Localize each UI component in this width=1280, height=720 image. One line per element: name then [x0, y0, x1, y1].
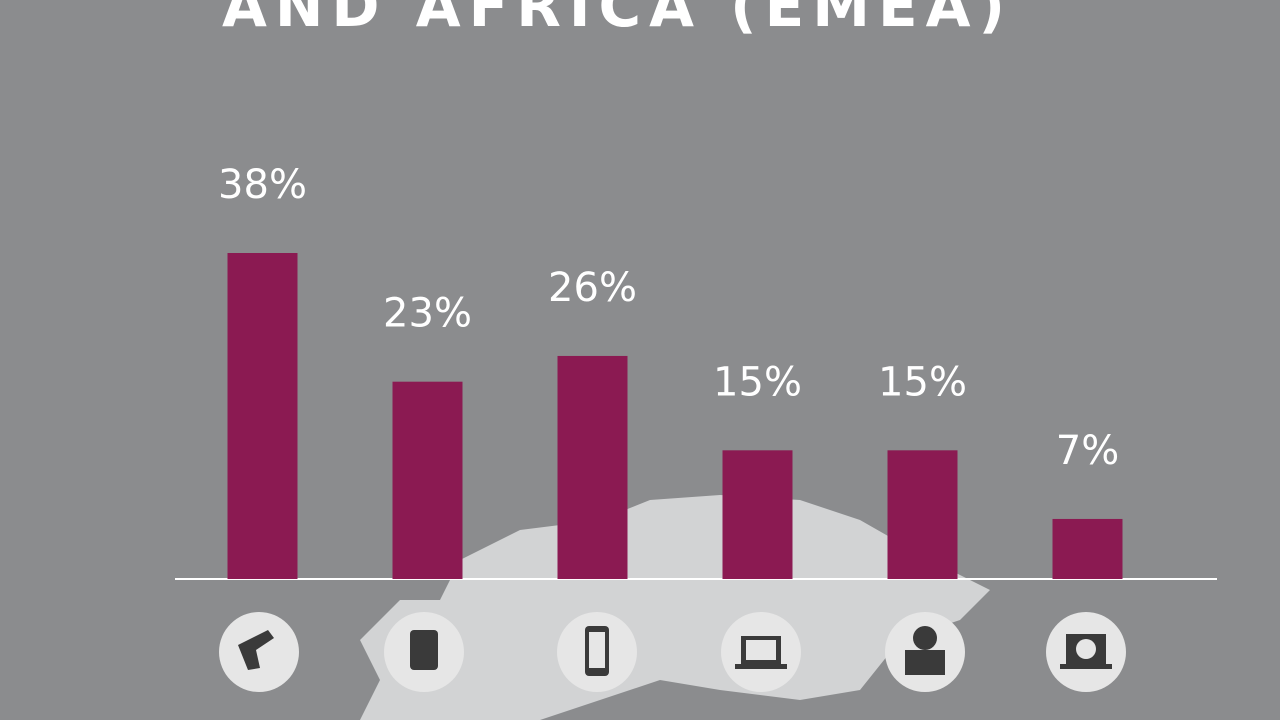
bar	[227, 253, 298, 579]
icon-glyph	[238, 630, 274, 670]
bar	[1052, 518, 1123, 579]
icon-glyph	[913, 626, 937, 650]
icon-glyph	[410, 630, 438, 670]
bar	[722, 450, 793, 579]
icon-glyph	[905, 650, 945, 675]
icon-glyph	[589, 632, 605, 668]
bar	[392, 381, 463, 579]
value-label: 7%	[1056, 428, 1119, 474]
icon	[219, 612, 299, 692]
icon-glyph	[746, 640, 776, 660]
bar	[887, 450, 958, 579]
map-shape	[360, 495, 990, 720]
chart-title: AND AFRICA (EMEA)	[222, 0, 1013, 40]
value-label: 23%	[383, 291, 472, 337]
value-label: 26%	[548, 265, 637, 311]
value-label: 15%	[878, 359, 967, 405]
value-label: 15%	[713, 359, 802, 405]
icons	[219, 612, 1126, 692]
icon-glyph	[1060, 664, 1112, 669]
icon-glyph	[1076, 639, 1096, 659]
bar	[557, 355, 628, 579]
icon-glyph	[735, 664, 787, 669]
value-label: 38%	[218, 162, 307, 208]
